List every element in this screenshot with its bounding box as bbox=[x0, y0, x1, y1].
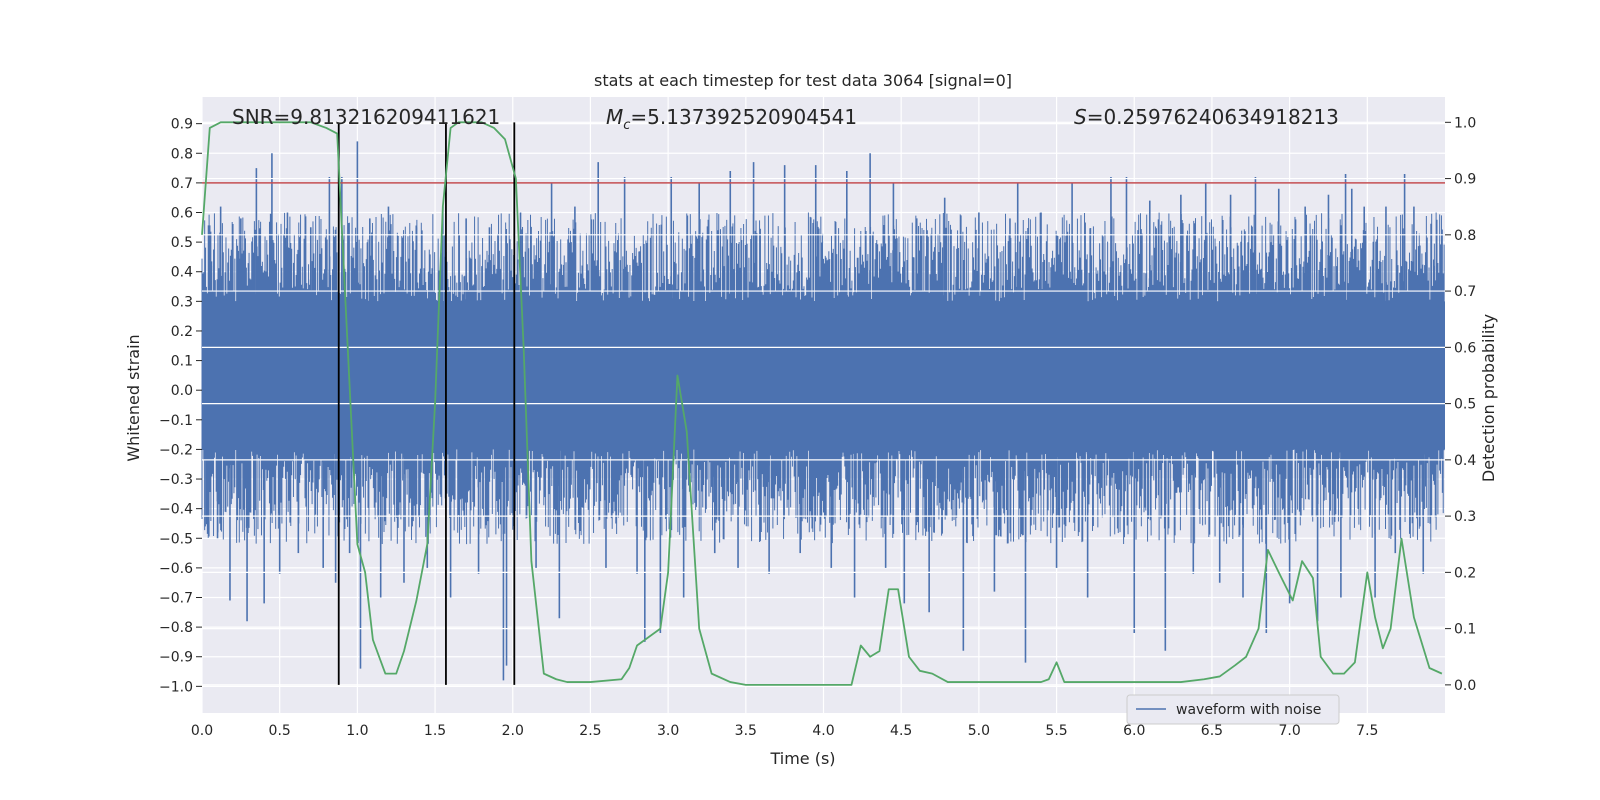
x-tick-label: 2.5 bbox=[579, 723, 601, 739]
y-tick-label-right: 0.6 bbox=[1454, 340, 1476, 356]
y-tick-label-left: −0.3 bbox=[159, 472, 193, 488]
y-tick-label-left: −0.7 bbox=[159, 591, 193, 607]
y-tick-label-left: 0.5 bbox=[171, 235, 193, 251]
x-tick-label: 1.5 bbox=[424, 723, 446, 739]
y-tick-label-right: 1.0 bbox=[1454, 115, 1476, 131]
y-tick-label-right: 0.1 bbox=[1454, 622, 1476, 638]
waveform-series bbox=[201, 141, 1445, 681]
y-tick-label-right: 0.2 bbox=[1454, 565, 1476, 581]
x-tick-label: 4.5 bbox=[890, 723, 912, 739]
y-axis-label-left: Whitened strain bbox=[124, 334, 143, 461]
x-tick-label: 0.5 bbox=[269, 723, 291, 739]
y-tick-label-left: −0.8 bbox=[159, 620, 193, 636]
y-tick-label-right: 0.8 bbox=[1454, 228, 1476, 244]
y-tick-label-left: 0.6 bbox=[171, 206, 193, 222]
y-tick-label-left: 0.7 bbox=[171, 176, 193, 192]
y-tick-label-left: −0.2 bbox=[159, 442, 193, 458]
legend: waveform with noise bbox=[1126, 694, 1340, 725]
y-tick-label-left: 0.8 bbox=[171, 146, 193, 162]
legend-box bbox=[1126, 694, 1340, 725]
s-symbol: S bbox=[1074, 105, 1087, 129]
y-tick-label-left: 0.0 bbox=[171, 383, 193, 399]
x-tick-label: 3.0 bbox=[657, 723, 679, 739]
y-tick-label-right: 0.4 bbox=[1454, 453, 1476, 469]
y-tick-label-left: 0.2 bbox=[171, 324, 193, 340]
x-tick-label: 6.0 bbox=[1123, 723, 1145, 739]
x-tick-label: 2.0 bbox=[502, 723, 524, 739]
y-tick-label-left: 0.9 bbox=[171, 117, 193, 133]
x-tick-label: 6.5 bbox=[1201, 723, 1223, 739]
x-tick-label: 5.5 bbox=[1045, 723, 1067, 739]
y-tick-label-right: 0.9 bbox=[1454, 172, 1476, 188]
y-tick-label-left: 0.3 bbox=[171, 294, 193, 310]
y-tick-label-left: −0.9 bbox=[159, 650, 193, 666]
y-tick-label-right: 0.7 bbox=[1454, 284, 1476, 300]
x-tick-label: 0.0 bbox=[191, 723, 213, 739]
x-tick-label: 3.5 bbox=[735, 723, 757, 739]
probability-line bbox=[201, 121, 1443, 686]
x-tick-label: 4.0 bbox=[812, 723, 834, 739]
y-tick-label-left: −0.5 bbox=[159, 531, 193, 547]
y-tick-label-left: −0.6 bbox=[159, 561, 193, 577]
mc-subscript: c bbox=[623, 118, 630, 133]
mc-value: =5.137392520904541 bbox=[630, 105, 857, 129]
y-tick-label-left: 0.4 bbox=[171, 265, 193, 281]
y-tick-label-right: 0.3 bbox=[1454, 509, 1476, 525]
y-axis-label-right: Detection probability bbox=[1479, 314, 1498, 482]
chart-title: stats at each timestep for test data 306… bbox=[594, 71, 1012, 90]
s-value: =0.25976240634918213 bbox=[1087, 105, 1339, 129]
x-tick-label: 1.0 bbox=[346, 723, 368, 739]
x-axis-label: Time (s) bbox=[769, 749, 835, 768]
s-annotation: S=0.25976240634918213 bbox=[1074, 105, 1339, 129]
ticks: 0.0 0.5 1.0 1.5 2.0 2.5 3.0 3.5 4.0 4.5 5.0 5.5 6.0 6… bbox=[159, 115, 1476, 739]
x-tick-label: 5.0 bbox=[968, 723, 990, 739]
snr-annotation: SNR=9.813216209411621 bbox=[232, 105, 500, 129]
y-tick-label-left: −1.0 bbox=[159, 679, 193, 695]
overlay-lines bbox=[202, 121, 1445, 686]
legend-label: waveform with noise bbox=[1176, 702, 1321, 718]
y-tick-label-right: 0.5 bbox=[1454, 397, 1476, 413]
mc-annotation: Mc=5.137392520904541 bbox=[606, 105, 857, 133]
x-tick-label: 7.0 bbox=[1278, 723, 1300, 739]
y-tick-label-left: 0.1 bbox=[171, 354, 193, 370]
mc-symbol: M bbox=[606, 105, 623, 129]
x-tick-label: 7.5 bbox=[1356, 723, 1378, 739]
y-tick-label-left: −0.4 bbox=[159, 502, 193, 518]
probability-series bbox=[201, 121, 1443, 686]
y-tick-label-right: 0.0 bbox=[1454, 678, 1476, 694]
y-tick-label-left: −0.1 bbox=[159, 413, 193, 429]
